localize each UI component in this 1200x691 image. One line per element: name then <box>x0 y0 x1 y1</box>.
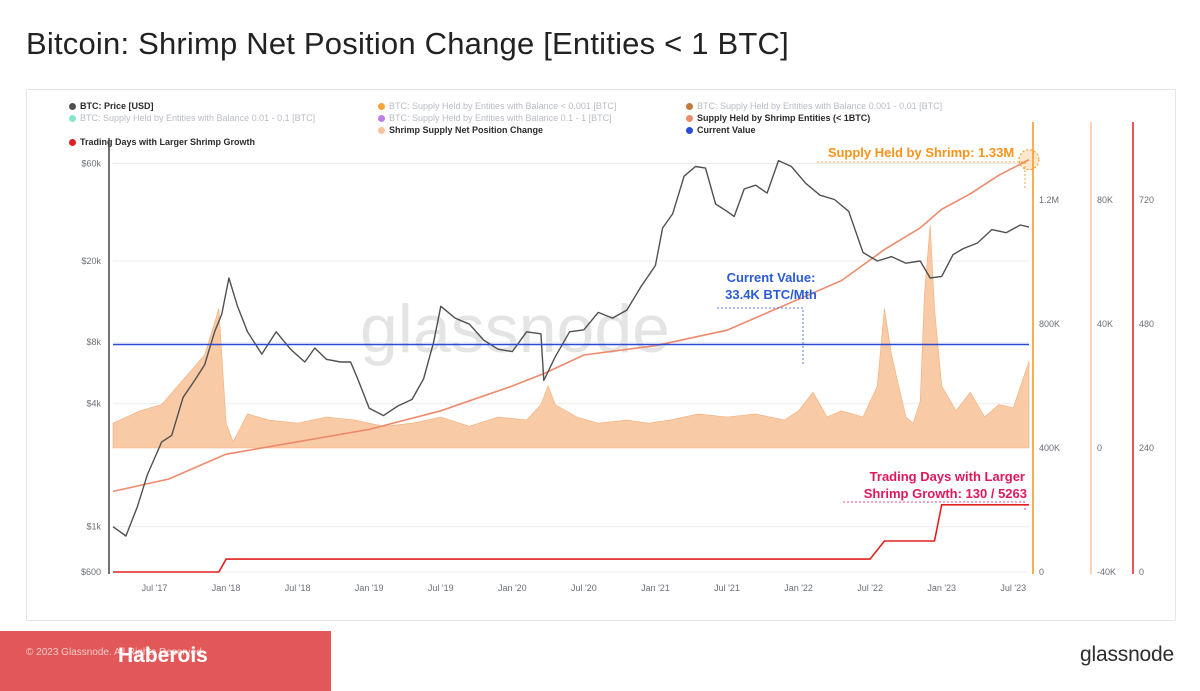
net-change-tick-label: 40K <box>1097 319 1113 329</box>
x-tick-label: Jul '22 <box>857 583 883 593</box>
trading-days-annotation-line1: Trading Days with Larger <box>870 469 1025 484</box>
x-tick-label: Jul '18 <box>285 583 311 593</box>
legend-dot-icon <box>69 102 76 110</box>
days-tick-label: 0 <box>1139 567 1144 577</box>
legend-item-shrimp-supply[interactable]: Supply Held by Shrimp Entities (< 1BTC) <box>686 113 870 123</box>
legend-dot-icon <box>686 102 693 110</box>
legend-dot-icon <box>69 114 76 122</box>
legend-label: BTC: Supply Held by Entities with Balanc… <box>389 113 612 123</box>
supply-tick-label: 0 <box>1039 567 1044 577</box>
legend-label: BTC: Supply Held by Entities with Balanc… <box>80 113 316 123</box>
legend-item-supply-lt-0001[interactable]: BTC: Supply Held by Entities with Balanc… <box>378 101 616 111</box>
axis-ticks: Jul '17 Jan '18 Jul '18 Jan '19 Jul '19 Jan '… <box>81 159 1154 593</box>
x-tick-label: Jan '18 <box>212 583 241 593</box>
legend-label: BTC: Supply Held by Entities with Balanc… <box>389 101 617 111</box>
legend-item-supply-0001-001[interactable]: BTC: Supply Held by Entities with Balanc… <box>686 101 942 111</box>
current-value-annotation-line2: 33.4K BTC/Mth <box>725 287 817 302</box>
page-title: Bitcoin: Shrimp Net Position Change [Ent… <box>26 26 789 61</box>
supply-tick-label: 800K <box>1039 319 1060 329</box>
price-tick-label: $20k <box>81 256 101 266</box>
footer-banner <box>0 631 331 691</box>
legend-item-net-position-change[interactable]: Shrimp Supply Net Position Change <box>378 125 543 135</box>
legend-label: Current Value <box>697 125 756 135</box>
chart-plot: glassnode Jul '17 Jan '18 Jul '18 Jan '19 Ju… <box>81 122 1154 593</box>
days-tick-label: 720 <box>1139 195 1154 205</box>
x-tick-label: Jul '17 <box>142 583 168 593</box>
supply-series-line <box>112 158 1030 493</box>
price-tick-label: $4k <box>86 399 101 409</box>
legend-item-trading-days[interactable]: Trading Days with Larger Shrimp Growth <box>69 137 255 147</box>
days-tick-label: 240 <box>1139 443 1154 453</box>
chart-frame: BTC: Price [USD] BTC: Supply Held by Ent… <box>26 89 1176 621</box>
x-tick-label: Jan '23 <box>927 583 956 593</box>
trading-days-line <box>113 503 1029 573</box>
price-series-line <box>112 159 1030 537</box>
legend-item-price[interactable]: BTC: Price [USD] <box>69 101 154 111</box>
supply-annotation: Supply Held by Shrimp: 1.33M <box>828 145 1014 160</box>
net-position-change-area <box>112 224 1030 449</box>
copyright-text: © 2023 Glassnode. All Rights Reserved. <box>26 647 205 658</box>
price-tick-label: $8k <box>86 337 101 347</box>
legend-dot-icon <box>378 114 385 122</box>
price-tick-label: $600 <box>81 567 101 577</box>
supply-tick-label: 1.2M <box>1039 195 1059 205</box>
x-tick-label: Jan '20 <box>498 583 527 593</box>
net-change-tick-label: -40K <box>1097 567 1116 577</box>
x-tick-label: Jul '21 <box>714 583 740 593</box>
supply-tick-label: 400K <box>1039 443 1060 453</box>
legend-label: Shrimp Supply Net Position Change <box>389 125 544 135</box>
legend-item-current-value[interactable]: Current Value <box>686 125 756 135</box>
x-tick-label: Jan '19 <box>355 583 384 593</box>
net-change-area-series <box>112 224 1030 449</box>
legend-item-supply-01-1[interactable]: BTC: Supply Held by Entities with Balanc… <box>378 113 612 123</box>
supply-annotation-leader <box>817 161 1026 190</box>
legend-label: BTC: Price [USD] <box>80 101 154 111</box>
watermark: glassnode <box>360 291 670 367</box>
legend-label: BTC: Supply Held by Entities with Balanc… <box>697 101 943 111</box>
trading-days-series-line <box>113 503 1029 573</box>
legend-dot-icon <box>686 126 693 134</box>
net-change-tick-label: 0 <box>1097 443 1102 453</box>
price-tick-label: $60k <box>81 159 101 169</box>
brand-name: Haberois <box>118 644 208 667</box>
x-tick-label: Jan '21 <box>641 583 670 593</box>
legend-dot-icon <box>378 126 385 134</box>
legend-item-supply-001-01[interactable]: BTC: Supply Held by Entities with Balanc… <box>69 113 315 123</box>
btc-price-line <box>112 159 1030 537</box>
x-tick-label: Jul '23 <box>1000 583 1026 593</box>
legend-label: Trading Days with Larger Shrimp Growth <box>80 137 256 147</box>
supply-current-marker <box>1018 149 1040 171</box>
legend-dot-icon <box>686 114 693 122</box>
legend-dot-icon <box>69 138 76 146</box>
days-tick-label: 480 <box>1139 319 1154 329</box>
trading-days-annotation-line2: Shrimp Growth: 130 / 5263 <box>864 486 1027 501</box>
x-tick-label: Jan '22 <box>784 583 813 593</box>
legend-label: Supply Held by Shrimp Entities (< 1BTC) <box>697 113 871 123</box>
glassnode-logo: glassnode <box>1080 643 1174 666</box>
legend-dot-icon <box>378 102 385 110</box>
current-value-annotation-leader <box>717 307 804 366</box>
net-change-tick-label: 80K <box>1097 195 1113 205</box>
x-tick-label: Jul '20 <box>571 583 597 593</box>
price-tick-label: $1k <box>86 522 101 532</box>
shrimp-supply-line <box>112 158 1030 493</box>
current-value-annotation-line1: Current Value: <box>727 270 816 285</box>
x-tick-label: Jul '19 <box>428 583 454 593</box>
trading-days-annotation-leader <box>843 501 1026 510</box>
